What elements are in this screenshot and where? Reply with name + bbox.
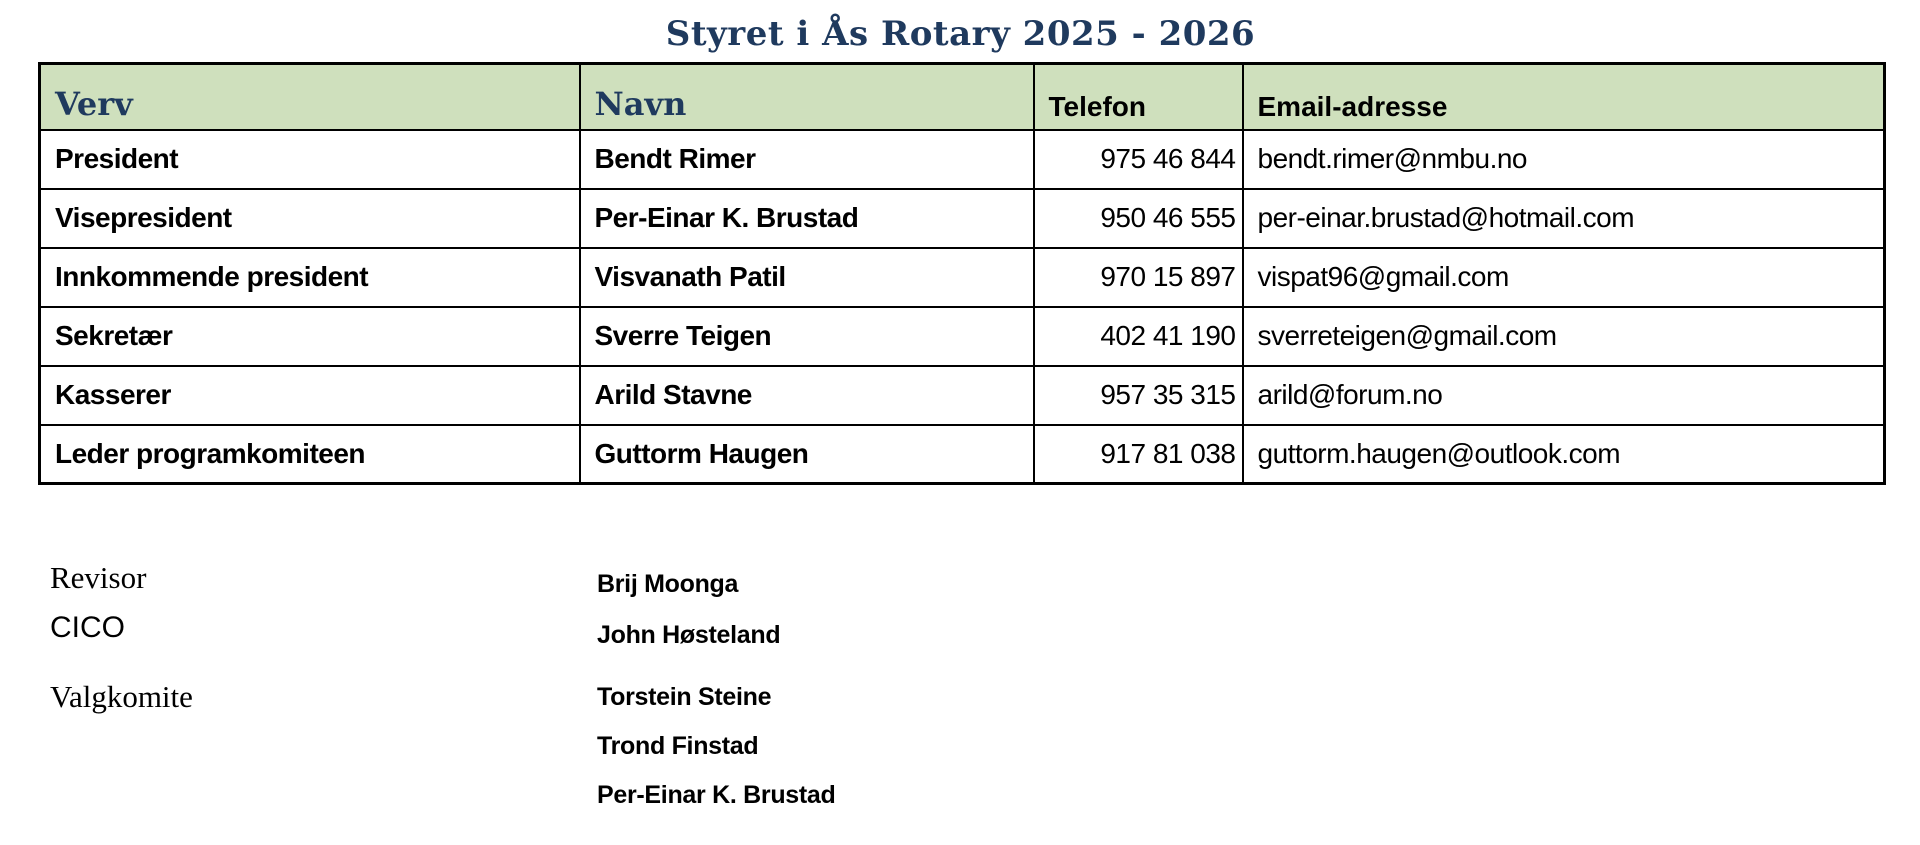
table-header-row: Verv Navn Telefon Email-adresse — [38, 62, 1886, 131]
role-name: Per-Einar K. Brustad — [597, 781, 836, 809]
cell-navn: Bendt Rimer — [578, 128, 1035, 190]
cell-telefon: 950 46 555 — [1032, 187, 1244, 249]
role-name: Torstein Steine — [597, 683, 772, 711]
cell-email: per-einar.brustad@hotmail.com — [1241, 187, 1886, 249]
extra-row-cico: CICO John Høsteland — [50, 610, 1150, 673]
role-name: John Høsteland — [597, 621, 781, 649]
cell-verv: President — [38, 128, 581, 190]
document-title: Styret i Ås Rotary 2025 - 2026 — [665, 14, 1256, 54]
cell-telefon: 957 35 315 — [1032, 364, 1244, 426]
table-row: Visepresident Per-Einar K. Brustad 950 4… — [38, 187, 1886, 249]
cell-navn: Visvanath Patil — [578, 246, 1035, 308]
cell-email: vispat96@gmail.com — [1241, 246, 1886, 308]
table-row: Sekretær Sverre Teigen 402 41 190 sverre… — [38, 305, 1886, 367]
col-header-telefon: Telefon — [1032, 62, 1244, 131]
cell-navn: Per-Einar K. Brustad — [578, 187, 1035, 249]
cell-email: guttorm.haugen@outlook.com — [1241, 423, 1886, 485]
cell-telefon: 917 81 038 — [1032, 423, 1244, 485]
cell-email: arild@forum.no — [1241, 364, 1886, 426]
cell-telefon: 970 15 897 — [1032, 246, 1244, 308]
role-name: Trond Finstad — [597, 732, 759, 760]
cell-telefon: 975 46 844 — [1032, 128, 1244, 190]
cell-telefon: 402 41 190 — [1032, 305, 1244, 367]
cell-verv: Leder programkomiteen — [38, 423, 581, 485]
table-row: President Bendt Rimer 975 46 844 bendt.r… — [38, 128, 1886, 190]
additional-roles-section: Revisor Brij Moonga CICO John Høsteland … — [50, 560, 1150, 820]
table-row: Leder programkomiteen Guttorm Haugen 917… — [38, 423, 1886, 485]
col-header-navn: Navn — [578, 62, 1035, 131]
cell-verv: Visepresident — [38, 187, 581, 249]
role-name: Brij Moonga — [597, 570, 739, 598]
cell-navn: Sverre Teigen — [578, 305, 1035, 367]
cell-email: bendt.rimer@nmbu.no — [1241, 128, 1886, 190]
cell-navn: Guttorm Haugen — [578, 423, 1035, 485]
extra-row-valgkomite: Valgkomite Torstein Steine Trond Finstad… — [50, 673, 1150, 820]
cell-navn: Arild Stavne — [578, 364, 1035, 426]
role-label-valgkomite: Valgkomite — [50, 679, 193, 714]
board-table: Verv Navn Telefon Email-adresse Presiden… — [38, 62, 1886, 485]
role-label-cico: CICO — [50, 611, 125, 644]
cell-verv: Innkommende president — [38, 246, 581, 308]
cell-verv: Sekretær — [38, 305, 581, 367]
cell-email: sverreteigen@gmail.com — [1241, 305, 1886, 367]
col-header-email: Email-adresse — [1241, 62, 1886, 131]
col-header-verv: Verv — [38, 62, 581, 131]
cell-verv: Kasserer — [38, 364, 581, 426]
table-row: Kasserer Arild Stavne 957 35 315 arild@f… — [38, 364, 1886, 426]
table-row: Innkommende president Visvanath Patil 97… — [38, 246, 1886, 308]
extra-row-revisor: Revisor Brij Moonga — [50, 560, 1150, 610]
role-label-revisor: Revisor — [50, 560, 147, 595]
